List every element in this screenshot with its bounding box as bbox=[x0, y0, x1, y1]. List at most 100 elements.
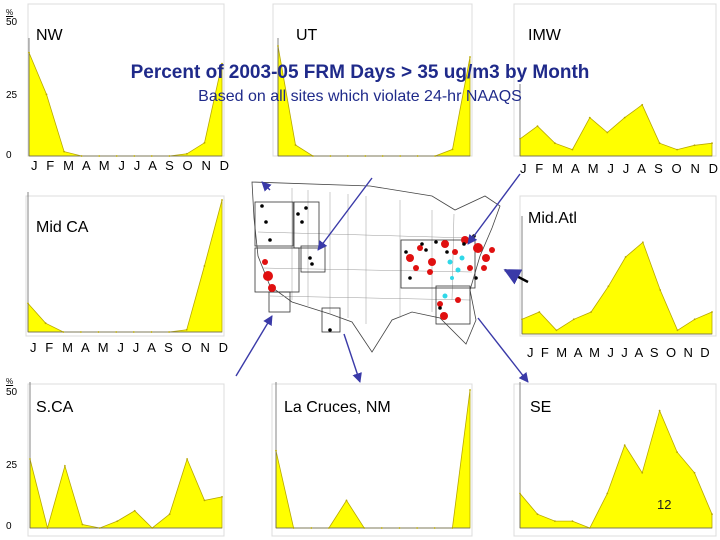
data-point-se-J-5 bbox=[606, 492, 609, 495]
data-point-ut-M-4 bbox=[346, 155, 349, 157]
us-map-outline bbox=[251, 181, 501, 353]
page-title: Percent of 2003-05 FRM Days > 35 ug/m3 b… bbox=[130, 62, 590, 83]
chart-mid-ca: Mid CA bbox=[25, 192, 225, 337]
data-point-ut-J-0 bbox=[277, 45, 279, 47]
chart-title-ut: UT bbox=[296, 27, 318, 44]
site-red-8 bbox=[461, 236, 469, 244]
arrow-se bbox=[477, 317, 529, 383]
data-point-s-ca-D-11 bbox=[221, 496, 223, 498]
data-point-mid-ca-J-5 bbox=[115, 331, 118, 333]
data-point-nw-J-6 bbox=[133, 155, 136, 157]
chart-s-ca: S.CA bbox=[27, 382, 225, 537]
data-point-se-O-9 bbox=[676, 451, 678, 453]
y-tick-0-2: 0 bbox=[6, 521, 12, 532]
data-point-s-ca-M-4 bbox=[98, 527, 101, 529]
chart-ut: UT bbox=[272, 3, 473, 157]
data-point-mid-ca-M-2 bbox=[62, 331, 65, 333]
data-point-ut-A-3 bbox=[329, 155, 332, 157]
site-black-8 bbox=[424, 248, 428, 252]
site-black-5 bbox=[308, 256, 312, 260]
data-point-mid-atl-A-3 bbox=[572, 318, 575, 321]
data-point-se-A-7 bbox=[641, 471, 644, 474]
panel-frame-la-cruces-nm bbox=[271, 383, 473, 537]
data-point-ut-A-7 bbox=[399, 155, 402, 157]
data-point-mid-ca-A-3 bbox=[80, 331, 82, 333]
site-black-14 bbox=[408, 276, 412, 280]
y-tick-25-2: 25 bbox=[6, 460, 18, 471]
data-point-nw-A-3 bbox=[80, 155, 83, 157]
chart-imw: IMW bbox=[513, 3, 717, 157]
data-point-nw-A-7 bbox=[150, 155, 153, 157]
data-point-mid-ca-M-4 bbox=[97, 331, 100, 333]
data-point-s-ca-J-5 bbox=[116, 520, 119, 522]
data-point-mid-atl-A-7 bbox=[642, 241, 644, 244]
data-point-se-A-3 bbox=[571, 520, 574, 522]
chart-nw: NW bbox=[27, 3, 225, 157]
data-point-la-cruces-nm-M-4 bbox=[345, 499, 348, 502]
region-box-4 bbox=[268, 291, 291, 313]
chart-title-s-ca: S.CA bbox=[36, 399, 74, 416]
site-red-7 bbox=[452, 249, 458, 255]
data-point-imw-F-1 bbox=[536, 125, 539, 127]
data-point-se-F-1 bbox=[536, 513, 539, 516]
data-point-s-ca-O-9 bbox=[186, 458, 189, 460]
month-labels-midatl: J F M A M J J A S O N D bbox=[527, 345, 712, 360]
data-point-imw-O-9 bbox=[676, 148, 678, 151]
data-point-ut-O-9 bbox=[434, 155, 436, 157]
data-point-mid-ca-J-0 bbox=[27, 302, 29, 305]
data-point-mid-ca-D-11 bbox=[221, 199, 223, 201]
arrow-ut bbox=[317, 177, 373, 251]
data-point-imw-D-11 bbox=[711, 142, 713, 145]
chart-mid-atl: Mid.Atl bbox=[519, 195, 717, 337]
site-red-12 bbox=[427, 269, 433, 275]
site-cyan-0 bbox=[447, 259, 453, 265]
site-red-6 bbox=[441, 240, 449, 248]
y-tick-50: 50 bbox=[6, 17, 18, 28]
chart-title-mid-ca: Mid CA bbox=[36, 219, 89, 236]
data-point-nw-D-11 bbox=[221, 62, 223, 65]
chart-title-imw: IMW bbox=[528, 27, 562, 44]
data-point-s-ca-A-7 bbox=[151, 527, 154, 529]
data-point-imw-J-5 bbox=[606, 131, 609, 134]
site-black-3 bbox=[304, 206, 308, 210]
site-black-7 bbox=[420, 242, 424, 246]
data-point-nw-O-9 bbox=[186, 152, 188, 155]
site-red-11 bbox=[489, 247, 495, 253]
data-point-la-cruces-nm-J-6 bbox=[380, 527, 383, 529]
arrow-s-ca bbox=[235, 315, 273, 377]
data-point-nw-M-4 bbox=[98, 155, 101, 157]
data-point-la-cruces-nm-S-8 bbox=[416, 527, 418, 529]
site-cyan-4 bbox=[450, 276, 454, 280]
data-point-mid-atl-D-11 bbox=[711, 311, 713, 313]
site-black-4 bbox=[300, 220, 304, 224]
site-red-14 bbox=[467, 265, 473, 271]
site-black-6 bbox=[310, 262, 314, 266]
data-point-nw-M-2 bbox=[63, 150, 65, 153]
data-point-la-cruces-nm-O-9 bbox=[433, 527, 436, 529]
data-point-la-cruces-nm-J-5 bbox=[363, 527, 366, 529]
panel-frame-nw bbox=[27, 3, 225, 157]
data-point-imw-S-8 bbox=[658, 142, 661, 145]
data-point-la-cruces-nm-A-3 bbox=[328, 527, 330, 529]
data-point-mid-ca-F-1 bbox=[44, 322, 47, 325]
site-red-5 bbox=[428, 258, 436, 266]
data-point-ut-J-5 bbox=[364, 155, 367, 157]
panel-frame-ut bbox=[272, 3, 473, 157]
site-red-13 bbox=[413, 265, 419, 271]
data-point-se-J-6 bbox=[623, 444, 626, 447]
data-point-mid-atl-M-4 bbox=[590, 311, 592, 313]
state-border-7 bbox=[269, 295, 471, 301]
data-point-s-ca-J-0 bbox=[29, 458, 31, 460]
data-point-s-ca-S-8 bbox=[168, 513, 171, 516]
site-black-2 bbox=[268, 238, 272, 242]
data-point-s-ca-J-6 bbox=[133, 509, 136, 512]
site-black-10 bbox=[462, 242, 466, 246]
chart-title-se: SE bbox=[530, 399, 551, 416]
site-cyan-3 bbox=[442, 293, 448, 299]
data-point-mid-ca-S-8 bbox=[168, 331, 171, 333]
data-point-ut-F-1 bbox=[294, 144, 297, 146]
month-labels-midca: J F M A M J J A S O N D bbox=[30, 340, 230, 355]
chart-title-mid-atl: Mid.Atl bbox=[528, 210, 577, 227]
data-point-imw-N-10 bbox=[693, 144, 696, 147]
